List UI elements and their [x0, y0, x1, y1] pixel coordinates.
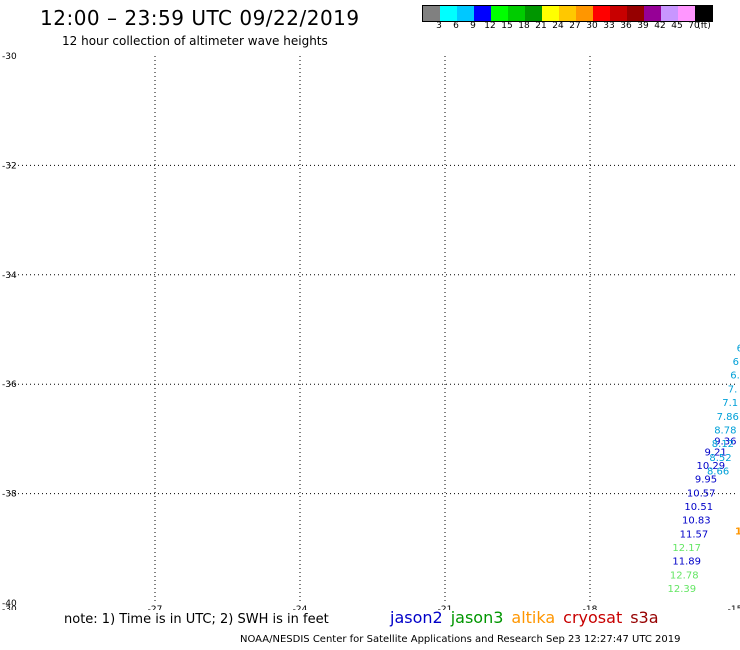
color-scale-label: 24: [552, 21, 564, 31]
swh-data-label: 8.66: [707, 466, 729, 477]
swh-data-label: 7.86: [717, 412, 739, 423]
swh-data-label: 11.89: [672, 557, 701, 568]
color-swatch: [678, 6, 695, 21]
color-scale-label: 21: [535, 21, 547, 31]
swh-data-label: 9.36: [714, 436, 736, 447]
footer-credit: NOAA/NESDIS Center for Satellite Applica…: [240, 634, 681, 645]
color-swatch: [542, 6, 559, 21]
color-swatch: [593, 6, 610, 21]
color-swatch: [491, 6, 508, 21]
color-swatch: [423, 6, 440, 21]
color-swatch: [576, 6, 593, 21]
color-scale-label: 3: [436, 21, 442, 31]
swh-data-label: 10.29: [697, 461, 726, 472]
swh-data-label: 6.: [730, 371, 740, 382]
lat-tick-label: -32: [2, 161, 17, 171]
color-swatch: [508, 6, 525, 21]
page-subtitle: 12 hour collection of altimeter wave hei…: [62, 34, 328, 48]
swh-data-label: 10.57: [687, 488, 716, 499]
color-scale-label: 9: [470, 21, 476, 31]
color-scale-bar: [422, 5, 713, 22]
lon-tick-label: -27: [148, 605, 163, 610]
color-scale-label: 33: [603, 21, 615, 31]
swh-data-label: 6: [737, 343, 740, 354]
color-swatch: [610, 6, 627, 21]
lat-tick-label: -34: [2, 271, 17, 281]
swh-data-label: 8.52: [709, 453, 731, 464]
lon-tick-label: -18: [583, 605, 598, 610]
swh-data-label: 7.1: [722, 398, 738, 409]
swh-data-label: 18.34: [735, 527, 740, 538]
lon-tick-label: -30: [2, 605, 17, 610]
color-swatch: [627, 6, 644, 21]
color-scale-label: 6: [453, 21, 459, 31]
color-swatch: [695, 6, 712, 21]
swh-data-label: 10.51: [684, 502, 713, 513]
lon-tick-label: -24: [293, 605, 308, 610]
legend-item-s3a: s3a: [630, 608, 659, 627]
color-swatch: [559, 6, 576, 21]
lat-tick-label: -36: [2, 380, 17, 390]
color-swatch: [525, 6, 542, 21]
swh-data-label: 7.: [728, 384, 738, 395]
lat-tick-label: -40: [2, 599, 17, 609]
color-scale-label: 15: [501, 21, 513, 31]
color-scale-label: 36: [620, 21, 632, 31]
color-swatch: [440, 6, 457, 21]
swh-data-label: 12.78: [670, 570, 699, 581]
legend-item-jason2: jason2: [390, 608, 443, 627]
color-swatch: [474, 6, 491, 21]
color-scale-label: 70: [688, 21, 700, 31]
legend-item-altika: altika: [511, 608, 556, 627]
color-swatch: [644, 6, 661, 21]
legend-item-jason3: jason3: [450, 608, 504, 627]
lon-tick-label: -21: [438, 605, 453, 610]
lat-tick-label: -30: [2, 52, 17, 62]
color-swatch: [457, 6, 474, 21]
color-scale-label: 30: [586, 21, 598, 31]
swh-data-label: 6.: [733, 357, 740, 368]
color-scale-label: 18: [518, 21, 530, 31]
swh-data-label: 10.83: [682, 516, 711, 527]
satellite-legend: jason2 jason3 altika cryosat s3a: [390, 608, 667, 627]
color-scale-labels: 3 6 9 12 15 18 21 24 27 30 33 36 39 42 45 70 (ft): [422, 21, 740, 33]
color-scale-label: 45: [671, 21, 683, 31]
note-text: note: 1) Time is in UTC; 2) SWH is in fe…: [64, 612, 329, 627]
color-scale-label: 12: [484, 21, 496, 31]
swh-data-label: 11.57: [680, 529, 709, 540]
swh-data-label: 8.12: [712, 439, 734, 450]
swh-data-label: 12.39: [668, 584, 697, 595]
wave-height-map: -30-32-34-36-38-40-30 -27 -24 -21 -18 -159.36…: [2, 52, 740, 610]
color-swatch: [661, 6, 678, 21]
color-scale-label: 39: [637, 21, 649, 31]
swh-data-label: 9.95: [695, 475, 717, 486]
color-scale-label: 27: [569, 21, 581, 31]
lat-tick-label: -38: [2, 490, 17, 500]
swh-data-label: 12.17: [672, 543, 701, 554]
color-scale-label: (ft): [697, 21, 711, 31]
swh-data-label: 9.21: [705, 447, 727, 458]
swh-data-label: 8.78: [714, 425, 736, 436]
color-scale-label: 42: [654, 21, 666, 31]
lon-tick-label: -15: [728, 605, 740, 610]
legend-item-cryosat: cryosat: [563, 608, 623, 627]
page-title: 12:00 – 23:59 UTC 09/22/2019: [40, 6, 360, 30]
